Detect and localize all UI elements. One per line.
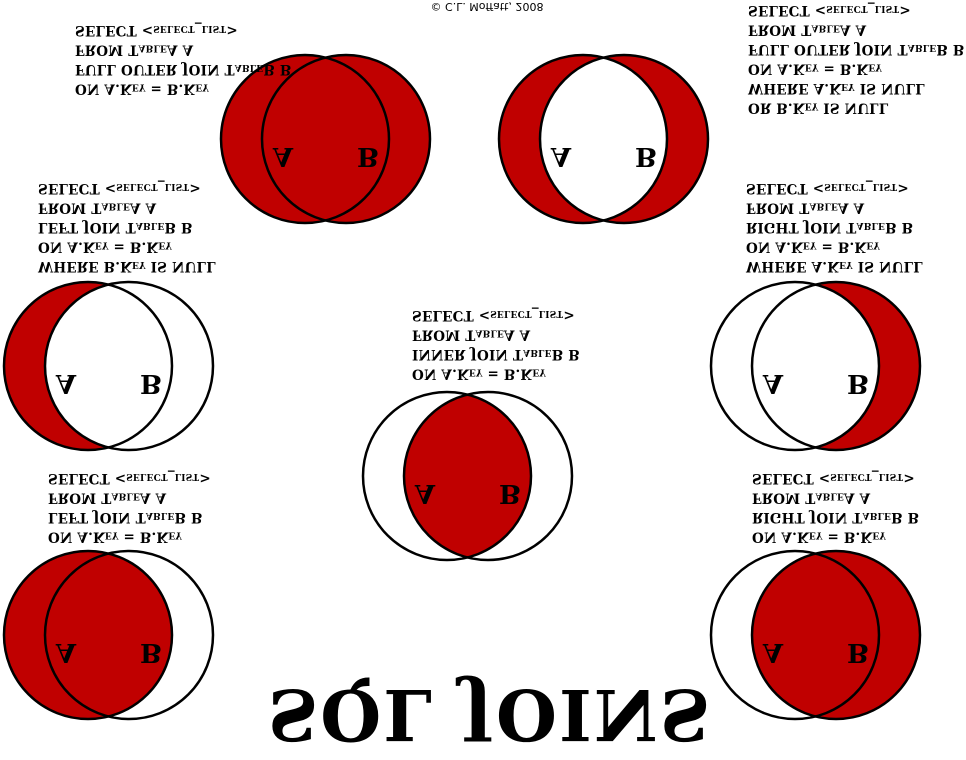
sql-line: FROM TableA A	[38, 200, 157, 216]
circle-b-outline	[402, 390, 574, 562]
venn-left-null: A B SELECT <select_list> FROM TableA A LEFT …	[2, 180, 216, 452]
sql-line: WHERE B.Key IS NULL	[37, 258, 216, 274]
sql-line: SELECT <select_list>	[746, 180, 909, 196]
circle-b-outline	[750, 280, 922, 452]
sql-line: ON A.Key = B.Key	[48, 529, 182, 545]
venn-full-outer: A B SELECT <select_list> FROM TableA A FULL …	[75, 22, 432, 225]
sql-line: FROM TableA A	[746, 200, 865, 216]
label-b: B	[847, 637, 869, 667]
sql-line: RIGHT JOIN TableB B	[752, 509, 919, 525]
sql-line: WHERE A.Key IS NULL	[747, 80, 925, 96]
sql-line: FROM TableA A	[48, 490, 167, 506]
venn-right: A B SELECT <select_list> FROM TableA A RIGHT…	[709, 470, 922, 721]
circle-a-outline	[2, 549, 174, 721]
circle-a-outline	[709, 549, 881, 721]
sql-line: ON A.Key = B.Key	[746, 239, 880, 255]
sql-line: SELECT <select_list>	[38, 180, 201, 196]
sql-line: OR B.Key IS NULL	[748, 100, 889, 116]
label-a: A	[550, 141, 572, 171]
sql-line: FULL OUTER JOIN TableB B	[75, 61, 291, 77]
figure-title: SQL JOINS	[268, 673, 713, 756]
circle-a-outline	[497, 53, 669, 225]
circle-a-outline	[709, 280, 881, 452]
label-a: A	[55, 637, 77, 667]
sql-line: SELECT <select_list>	[752, 470, 915, 486]
label-b: B	[140, 637, 162, 667]
venn-right-null: A B SELECT <select_list> FROM TableA A RIGHT…	[709, 180, 923, 452]
circle-b-outline	[43, 280, 215, 452]
sql-line: SELECT <select_list>	[75, 22, 238, 38]
sql-line: ON A.Key = B.Key	[752, 529, 886, 545]
sql-line: ON A.Key = B.Key	[412, 366, 546, 382]
sql-line: ON A.Key = B.Key	[75, 81, 209, 97]
sql-line: RIGHT JOIN TableB B	[746, 219, 913, 235]
sql-line: FULL OUTER JOIN TableB B	[748, 41, 964, 57]
circle-a-outline	[361, 390, 533, 562]
label-b: B	[357, 141, 379, 171]
label-a: A	[272, 141, 294, 171]
sql-line: LEFT JOIN TableB B	[38, 219, 193, 235]
circle-b-outline	[43, 549, 215, 721]
sql-line: SELECT <select_list>	[748, 2, 911, 18]
sql-line: INNER JOIN TableB B	[412, 346, 580, 362]
sql-line: FROM TableA A	[748, 22, 867, 38]
sql-line: SELECT <select_list>	[412, 307, 575, 323]
venn-inner: A B SELECT <select_list> FROM TableA A INNER…	[361, 307, 580, 562]
circle-a-outline	[219, 53, 391, 225]
sql-line: FROM TableA A	[752, 490, 871, 506]
sql-line: ON A.Key = B.Key	[38, 239, 172, 255]
sql-line: WHERE A.Key IS NULL	[745, 258, 923, 274]
label-a: A	[414, 478, 436, 508]
label-a: A	[762, 368, 784, 398]
circle-a-outline	[2, 280, 174, 452]
circle-b-outline	[260, 53, 432, 225]
copyright-text: © C.L. Moffatt, 2008	[431, 0, 544, 13]
label-b: B	[635, 141, 657, 171]
sql-line: FROM TableA A	[75, 42, 194, 58]
label-b: B	[140, 368, 162, 398]
circle-b-outline	[750, 549, 922, 721]
circle-b-outline	[538, 53, 710, 225]
label-a: A	[762, 637, 784, 667]
label-b: B	[847, 368, 869, 398]
venn-left: A B SELECT <select_list> FROM TableA A LEFT …	[2, 470, 215, 721]
label-a: A	[55, 368, 77, 398]
sql-line: LEFT JOIN TableB B	[48, 509, 203, 525]
venn-full-outer-null: A B SELECT <select_list> FROM TableA A FULL …	[497, 2, 964, 225]
sql-line: FROM TableA A	[412, 327, 531, 343]
sql-line: ON A.Key = B.Key	[748, 61, 882, 77]
sql-line: SELECT <select_list>	[48, 470, 211, 486]
label-b: B	[499, 478, 521, 508]
